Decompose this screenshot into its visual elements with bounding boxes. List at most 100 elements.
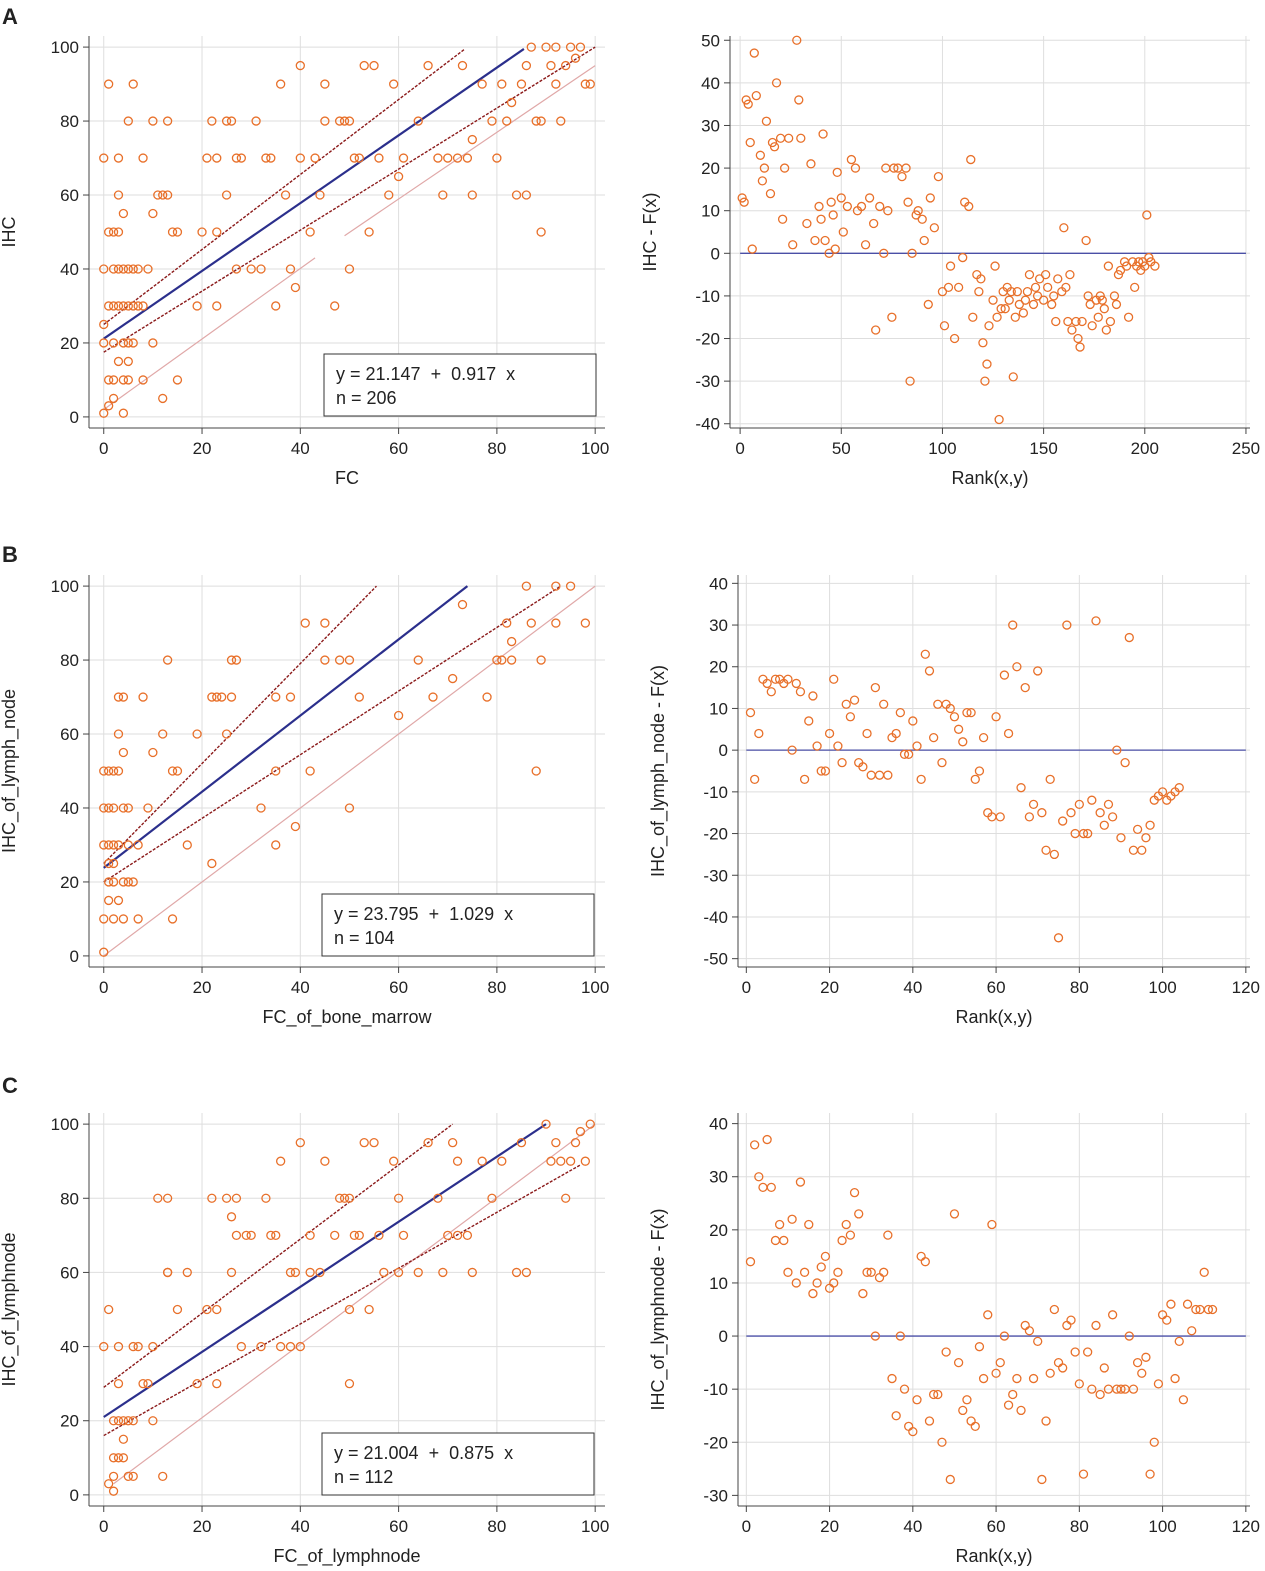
data-point [1132, 1357, 1143, 1368]
data-point [108, 1486, 119, 1496]
data-point [816, 766, 826, 776]
x-tick-label: 100 [581, 439, 609, 458]
data-point [1038, 295, 1049, 305]
y-tick-label: 20 [60, 1412, 79, 1431]
data-point [521, 60, 532, 71]
data-point [1028, 799, 1039, 810]
data-point [901, 163, 911, 173]
data-point [820, 766, 831, 776]
data-point [836, 193, 846, 203]
data-point [108, 766, 119, 776]
y-tick-label: -10 [695, 287, 720, 306]
data-point [521, 581, 532, 591]
data-point [123, 840, 133, 850]
data-point [745, 137, 755, 148]
data-point [816, 214, 826, 224]
data-point [761, 116, 772, 126]
data-point [526, 618, 536, 628]
data-point [770, 674, 781, 684]
data-point [908, 716, 918, 726]
data-point [999, 670, 1010, 680]
data-point [192, 729, 202, 739]
x-tick-label: 40 [903, 978, 922, 997]
data-point [1174, 783, 1184, 793]
data-point [580, 79, 590, 89]
data-point [561, 60, 571, 71]
data-point [1003, 1400, 1014, 1410]
data-point [774, 1219, 785, 1230]
data-point [369, 60, 379, 71]
chart-b-residual: 0 20 40 60 80 100 120 -50 -40 -30 -20 -10 0 10 20 30 40 R… [648, 574, 1260, 1027]
data-point [1103, 261, 1114, 271]
data-point [221, 729, 232, 739]
data-point [231, 1193, 242, 1203]
data-point [138, 1379, 148, 1389]
data-point [108, 375, 119, 385]
y-axis-label: IHC_of_lymphnode - F(x) [648, 1208, 669, 1410]
data-point [565, 1156, 576, 1166]
data-point [104, 803, 114, 813]
data-point [1130, 282, 1140, 293]
data-point [783, 1267, 793, 1277]
data-point [937, 758, 947, 768]
data-point [1016, 1405, 1026, 1416]
y-tick-label: -20 [695, 330, 720, 349]
data-point [1103, 799, 1114, 810]
x-tick-label: 20 [193, 1517, 212, 1536]
data-point [1040, 269, 1051, 280]
data-point [1000, 304, 1010, 314]
data-point [924, 666, 935, 676]
data-point [949, 712, 960, 722]
data-point [1142, 210, 1152, 220]
data-point [477, 1156, 487, 1166]
regression-line [103, 48, 525, 340]
y-tick-label: 60 [60, 186, 79, 205]
data-point [953, 1357, 964, 1368]
data-point [1087, 795, 1097, 805]
data-point [516, 79, 527, 89]
data-point [492, 153, 502, 163]
data-point [871, 325, 881, 335]
data-point [457, 60, 468, 71]
data-point [849, 1188, 860, 1198]
data-point [99, 1341, 109, 1352]
data-point [1003, 728, 1014, 739]
data-point [824, 248, 834, 258]
data-point [118, 1453, 129, 1463]
data-point [757, 176, 768, 186]
data-point [1093, 312, 1103, 322]
data-point [832, 167, 842, 177]
data-point [354, 153, 364, 163]
x-tick-label: 40 [291, 1517, 310, 1536]
data-point [344, 264, 355, 274]
data-point [962, 1395, 972, 1405]
data-point [143, 1379, 153, 1389]
chart-a-scatter: 0 20 40 60 80 100 0 20 40 60 80 100 FC IHC [0, 36, 609, 488]
data-point [295, 1341, 305, 1352]
data-point [1049, 849, 1060, 860]
data-point [339, 1193, 350, 1203]
equation-text: y = 21.004 + 0.875 x [334, 1443, 513, 1463]
data-point [123, 877, 133, 887]
data-point [487, 116, 497, 126]
data-point [808, 1288, 818, 1299]
data-point [750, 1140, 760, 1150]
x-tick-label: 0 [99, 439, 108, 458]
data-point [970, 1421, 980, 1431]
data-point [983, 1310, 993, 1320]
y-tick-label: 0 [70, 1486, 79, 1505]
data-point [118, 1416, 129, 1426]
data-point [516, 1138, 527, 1148]
data-point [113, 190, 124, 200]
data-point [556, 116, 566, 126]
data-point [1028, 1373, 1039, 1384]
chart-c-scatter: 0 20 40 60 80 100 0 20 40 60 80 100 FC_of_lymphnode I… [0, 1113, 609, 1567]
data-point [118, 1434, 129, 1444]
data-point [305, 1230, 315, 1240]
data-point [423, 1138, 433, 1148]
data-point [1170, 1373, 1180, 1384]
data-point [779, 163, 790, 173]
data-point [792, 35, 802, 45]
data-point [874, 1272, 885, 1283]
data-point [1097, 295, 1107, 305]
